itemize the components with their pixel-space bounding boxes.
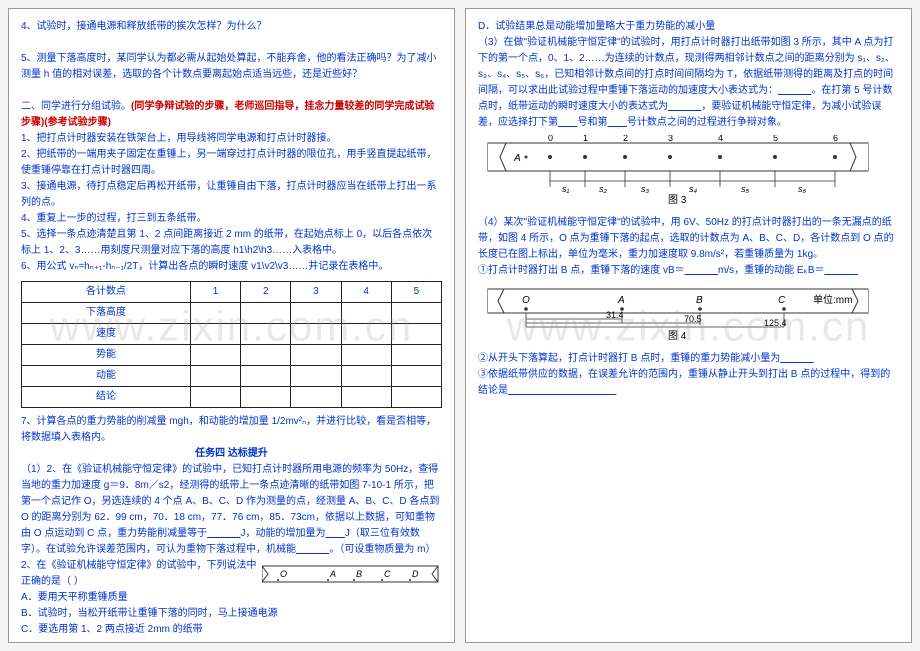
page-left: www.zixin.com.cn 4、试验时，接通电源和释放纸带的挨次怎样？为什… — [8, 8, 455, 643]
row-header: 动能 — [22, 366, 191, 387]
task2-d: D．试验结果总是动能增加量略大于重力势能的减小量 — [478, 19, 899, 35]
tape-svg-oabcd: O A B C D — [262, 562, 442, 586]
svg-text:O: O — [522, 295, 530, 306]
task2-a: A．要用天平称重锤质量 — [21, 590, 442, 606]
svg-text:B: B — [356, 569, 362, 579]
step-1: 1、把打点计时器安装在铁架台上，用导线将同学电源和打点计时器接。 — [21, 131, 442, 147]
svg-text:s₁: s₁ — [562, 184, 570, 194]
para3: （3）在做"验证机械能守恒定律"的试验时，用打点计时器打出纸带如图 3 所示，其… — [478, 35, 899, 131]
svg-text:C: C — [384, 569, 391, 579]
question-4: 4、试验时，接通电源和释放纸带的挨次怎样？为什么？ — [21, 19, 442, 35]
svg-text:s₃: s₃ — [641, 184, 650, 194]
svg-text:s₅: s₅ — [741, 184, 750, 194]
svg-text:31.4: 31.4 — [606, 310, 624, 320]
svg-text:O: O — [280, 569, 287, 579]
table-row: 速度 — [22, 324, 442, 345]
para4a: （4）某次"验证机械能守恒定律"的试验中，用 6V、50Hz 的打点计时器打出的… — [478, 215, 899, 263]
section2-title: 二、同学进行分组试验。(同学争辩试验的步骤，老师巡回指导，挂念力量较差的同学完成… — [21, 99, 442, 131]
table-row: 下落高度 — [22, 303, 442, 324]
step-3: 3、接通电源，待打点稳定后再松开纸带，让重锤自由下落，打点计时器应当在纸带上打出… — [21, 179, 442, 211]
svg-text:A: A — [329, 569, 336, 579]
task2-b: B．试验时，当松开纸带让重锤下落的同时，马上接通电源 — [21, 606, 442, 622]
svg-text:单位:mm: 单位:mm — [813, 293, 852, 306]
table-row: 势能 — [22, 345, 442, 366]
para4d: ②从开头下落算起，打点计时器打 B 点时，重锤的重力势能减小量为 — [478, 351, 899, 367]
row-header: 结论 — [22, 387, 191, 408]
step-2: 2、把纸带的一端用夹子固定在重锤上，另一端穿过打点计时器的限位孔，用手竖直提起纸… — [21, 147, 442, 179]
svg-text:D: D — [412, 569, 419, 579]
svg-text:2: 2 — [623, 135, 628, 143]
svg-text:s₂: s₂ — [599, 184, 608, 194]
step-4: 4、重复上一步的过程，打三到五条纸带。 — [21, 211, 442, 227]
svg-text:图 4: 图 4 — [668, 330, 687, 341]
task4-title: 任务四 达标提升 — [21, 446, 442, 462]
svg-text:1: 1 — [583, 135, 588, 143]
page-right: www.zixin.com.cn D．试验结果总是动能增加量略大于重力势能的减小… — [465, 8, 912, 643]
data-table: 各计数点 1 2 3 4 5 下落高度 速度 势能 动能 结论 — [21, 281, 442, 408]
para4b: ①打点计时器打出 B 点，重锤下落的速度 vB＝ m/s，重锤的动能 EₖB＝ — [478, 263, 899, 279]
row-header: 速度 — [22, 324, 191, 345]
svg-text:s₄: s₄ — [689, 184, 698, 194]
svg-text:5: 5 — [773, 135, 778, 143]
row-header: 下落高度 — [22, 303, 191, 324]
svg-text:125.4: 125.4 — [764, 318, 787, 328]
table-row: 各计数点 1 2 3 4 5 — [22, 282, 442, 303]
svg-text:3: 3 — [668, 135, 673, 143]
question-5: 5、测量下落高度时，某同学认为都必需从起始处算起，不能弃舍，他的看法正确吗？为了… — [21, 51, 442, 83]
task2-c: C．要选用第 1、2 两点接近 2mm 的纸带 — [21, 622, 442, 638]
row-header: 势能 — [22, 345, 191, 366]
step-7: 7、计算各点的重力势能的削减量 mgh，和动能的增加量 1/2mv²ₙ，并进行比… — [21, 414, 442, 446]
svg-text:A: A — [617, 295, 625, 306]
svg-text:0: 0 — [548, 135, 553, 143]
para4e: ③依据纸带供应的数据，在误差允许的范围内，重锤从静止开头到打出 B 点的过程中，… — [478, 367, 899, 399]
svg-text:6: 6 — [833, 135, 838, 143]
svg-text:s₆: s₆ — [798, 184, 807, 194]
step-6: 6、用公式 vₙ=hₙ₊₁-hₙ₋₁/2T，计算出各点的瞬时速度 v1\v2\v… — [21, 259, 442, 275]
figure-3-svg: A 0 1 2 3 4 5 6 — [478, 135, 878, 205]
svg-text:C: C — [778, 295, 786, 306]
table-row: 结论 — [22, 387, 442, 408]
svg-text:图 3: 图 3 — [668, 194, 687, 205]
step-5: 5、选择一条点迹清楚且第 1、2 点间距离接近 2 mm 的纸带，在起始点标上 … — [21, 227, 442, 259]
svg-text:4: 4 — [718, 135, 723, 143]
row-header: 各计数点 — [22, 282, 191, 303]
svg-text:B: B — [696, 295, 703, 306]
svg-text:A: A — [513, 153, 521, 164]
task1-text: （1）2、在《验证机械能守恒定律》的试验中，已知打点计时器所用电源的频率为 50… — [21, 462, 442, 558]
figure-4-svg: O A B C 单位:mm 31.4 70.5 125.4 图 4 — [478, 283, 878, 341]
svg-text:70.5: 70.5 — [684, 314, 702, 324]
table-row: 动能 — [22, 366, 442, 387]
